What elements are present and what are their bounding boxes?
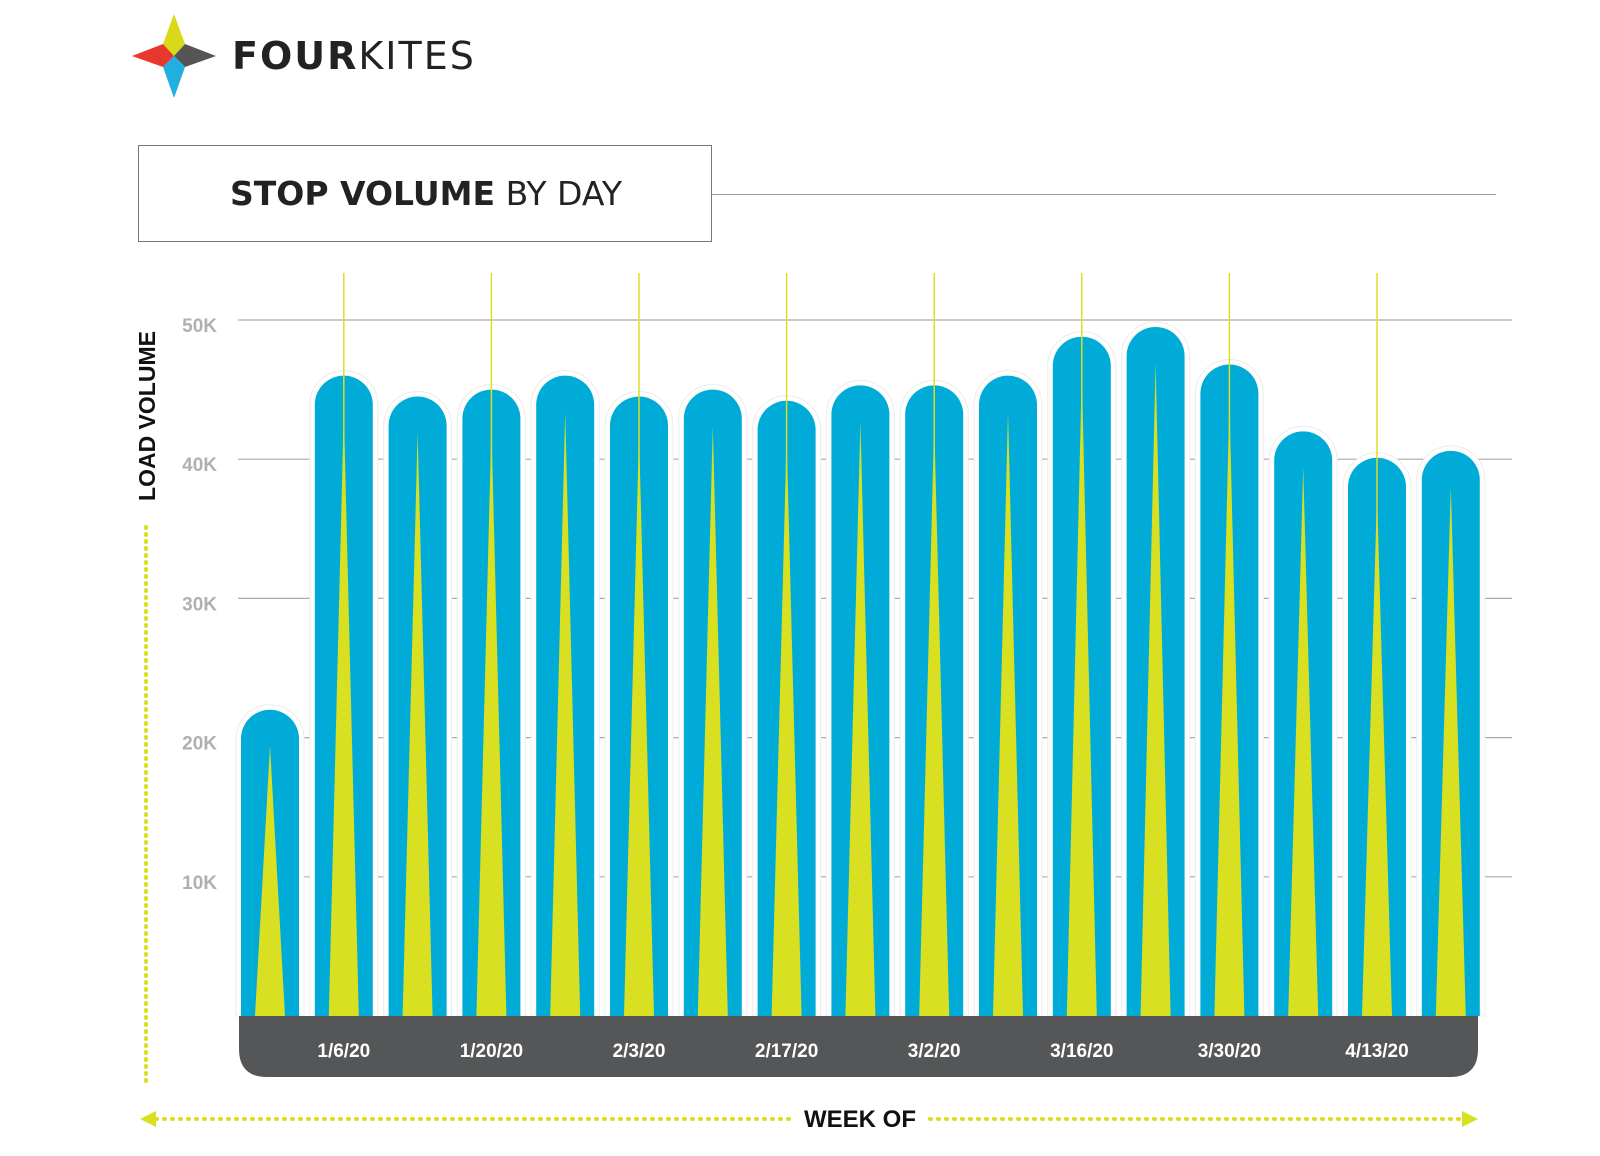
logo-left-petal (132, 44, 174, 67)
bar (678, 384, 748, 1017)
logo-top-petal (163, 14, 185, 56)
axis-titles: LOAD VOLUME WEEK OF (134, 331, 1478, 1133)
brand-name-light: KITES (358, 34, 476, 78)
x-axis-arrow-right (1462, 1111, 1478, 1127)
bar (530, 370, 600, 1017)
x-tick-labels: 1/6/20 1/20/20 2/3/20 2/17/20 3/2/20 3/16/20 3… (317, 1041, 1408, 1062)
bar-spike (993, 411, 1023, 1016)
x-tick-label: 3/30/20 (1198, 1041, 1261, 1062)
bar-spike (402, 432, 433, 1016)
x-axis-band (239, 1016, 1478, 1077)
brand-wordmark: FOURKITES (232, 34, 476, 78)
y-tick-label: 50K (182, 316, 217, 337)
x-tick-label: 4/13/20 (1345, 1041, 1408, 1062)
x-tick-label: 3/16/20 (1050, 1041, 1113, 1062)
y-tick-label: 10K (182, 873, 217, 894)
bar-spike (550, 411, 581, 1016)
x-axis-band-shape (239, 1016, 1478, 1077)
y-tick-label: 20K (182, 734, 217, 755)
fourkites-logo (132, 14, 216, 98)
chart-title-box: STOP VOLUME BY DAY (138, 145, 712, 242)
bar (1268, 425, 1338, 1017)
bar (1416, 445, 1486, 1017)
chart-title: STOP VOLUME BY DAY (230, 174, 622, 213)
bar-spike (697, 425, 728, 1017)
bar-spike (1140, 362, 1171, 1017)
y-axis-title: LOAD VOLUME (134, 331, 160, 501)
bars-layer (235, 321, 1486, 1017)
brand-name-bold: FOUR (232, 34, 359, 78)
bar-spike (845, 421, 876, 1016)
bar (235, 704, 305, 1017)
title-rule (712, 194, 1496, 195)
bar-spike (1435, 486, 1466, 1016)
x-axis-title: WEEK OF (804, 1106, 916, 1133)
x-axis-arrow-left (140, 1111, 156, 1127)
x-tick-label: 3/2/20 (908, 1041, 961, 1062)
logo-bottom-petal (163, 56, 185, 98)
bar (973, 370, 1043, 1017)
bar (383, 391, 453, 1017)
x-tick-label: 1/20/20 (460, 1041, 523, 1062)
chart-title-bold: STOP VOLUME (230, 174, 496, 213)
chart-title-light: BY DAY (505, 174, 623, 213)
bar (1121, 321, 1191, 1017)
bar (825, 379, 895, 1017)
x-tick-label: 2/17/20 (755, 1041, 818, 1062)
y-tick-label: 40K (182, 455, 217, 476)
y-tick-label: 30K (182, 594, 217, 615)
week-marker-lines (343, 273, 1378, 1016)
x-tick-label: 1/6/20 (317, 1041, 370, 1062)
bar-spike (255, 745, 285, 1016)
x-tick-label: 2/3/20 (613, 1041, 666, 1062)
logo-right-petal (174, 44, 216, 67)
y-tick-labels: 10K 20K 30K 40K 50K (182, 316, 217, 894)
bar-spike (1288, 467, 1319, 1016)
